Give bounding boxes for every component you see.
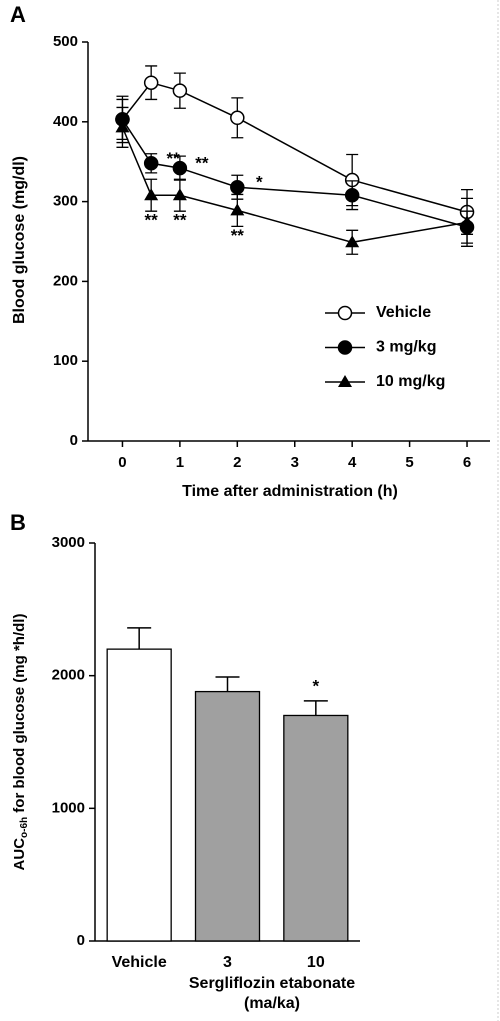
marker bbox=[143, 156, 159, 171]
significance: ** bbox=[145, 211, 159, 230]
y-axis-label: Blood glucose (mg/dl) bbox=[11, 156, 28, 324]
y-tick-label: 1000 bbox=[52, 799, 85, 816]
y-axis-label: AUCo-6h for blood glucose (mg *h/dl) bbox=[11, 614, 30, 871]
x-tick-label: Vehicle bbox=[112, 954, 167, 971]
error-bar bbox=[215, 676, 240, 692]
x-axis-label: Sergliflozin etabonate bbox=[189, 975, 355, 992]
marker bbox=[230, 110, 245, 126]
y-tick-label: 3000 bbox=[52, 534, 85, 551]
x-tick-label: 5 bbox=[405, 454, 413, 471]
x-tick-label: 4 bbox=[348, 454, 357, 471]
y-tick-label: 500 bbox=[53, 33, 78, 50]
y-tick-label: 2000 bbox=[52, 667, 85, 684]
y-tick-label: 100 bbox=[53, 352, 78, 369]
series-line bbox=[121, 127, 468, 244]
marker bbox=[230, 179, 245, 195]
x-tick-label: 2 bbox=[233, 454, 241, 471]
marker bbox=[172, 188, 187, 201]
x-tick-label: 3 bbox=[223, 954, 232, 971]
y-tick-label: 0 bbox=[77, 932, 85, 949]
x-tick-label: 6 bbox=[463, 454, 471, 471]
bar bbox=[283, 714, 349, 942]
significance: ** bbox=[195, 154, 209, 173]
y-tick-label: 200 bbox=[53, 272, 78, 289]
y-tick-label: 0 bbox=[70, 432, 78, 449]
panel-label: B bbox=[10, 510, 26, 535]
legend-marker bbox=[337, 340, 353, 355]
y-tick-label: 400 bbox=[53, 113, 78, 130]
marker bbox=[460, 215, 475, 228]
x-tick-label: 10 bbox=[307, 954, 325, 971]
significance: ** bbox=[173, 211, 187, 230]
significance: * bbox=[313, 676, 320, 695]
error-bar bbox=[127, 627, 152, 650]
marker bbox=[143, 75, 159, 90]
x-axis-label: (ma/ka) bbox=[244, 995, 300, 1012]
x-tick-label: 3 bbox=[291, 454, 299, 471]
y-tick-label: 300 bbox=[53, 193, 78, 210]
y-axis-label-sub: o-6h bbox=[19, 817, 30, 838]
marker bbox=[344, 187, 360, 203]
significance: * bbox=[256, 173, 263, 192]
x-axis-label: Time after administration (h) bbox=[182, 483, 398, 500]
marker bbox=[172, 160, 188, 176]
significance: ** bbox=[167, 149, 181, 168]
bar bbox=[106, 648, 172, 942]
panel-label: A bbox=[10, 2, 26, 27]
significance: ** bbox=[231, 226, 245, 245]
legend-label: Vehicle bbox=[376, 304, 431, 321]
series-line bbox=[121, 118, 468, 228]
x-tick-label: 1 bbox=[176, 454, 184, 471]
error-bar bbox=[303, 700, 328, 716]
marker bbox=[345, 235, 360, 248]
marker bbox=[115, 120, 130, 133]
legend-marker bbox=[337, 305, 353, 321]
marker bbox=[144, 188, 159, 201]
bar bbox=[194, 690, 261, 942]
y-axis-label-rest: for blood glucose (mg *h/dl) bbox=[11, 614, 28, 817]
legend-label: 10 mg/kg bbox=[376, 373, 445, 390]
marker bbox=[230, 203, 245, 216]
legend-label: 3 mg/kg bbox=[376, 339, 436, 356]
x-tick-label: 0 bbox=[118, 454, 126, 471]
y-axis-label-main: AUC bbox=[11, 838, 28, 871]
marker bbox=[172, 83, 188, 98]
series-line bbox=[121, 81, 468, 213]
legend-marker bbox=[338, 375, 352, 387]
